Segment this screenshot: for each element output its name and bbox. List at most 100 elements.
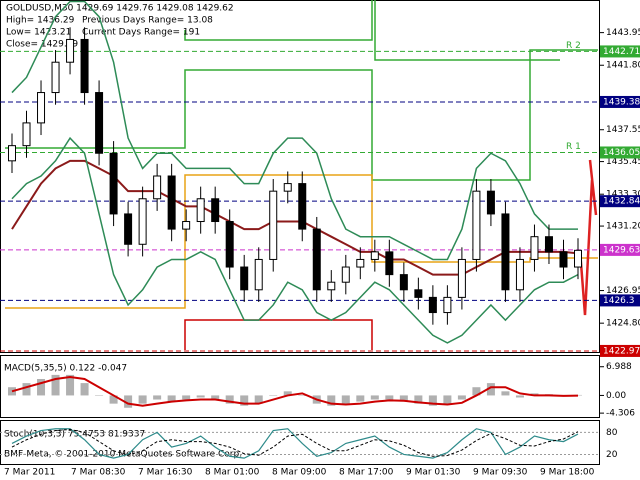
- candle-body: [327, 281, 336, 291]
- y-tick-label: 1426.95: [606, 286, 640, 296]
- macd-bar: [124, 395, 133, 408]
- macd-bar: [356, 395, 365, 402]
- macd-bar: [515, 395, 524, 398]
- price-tag-label: 1436.05: [603, 148, 640, 158]
- info-line: Current Days Range= 191: [82, 28, 200, 38]
- macd-bar: [153, 395, 162, 400]
- price-tag-label: 1442.71: [603, 47, 640, 57]
- macd-bar: [167, 395, 176, 402]
- candle-body: [457, 258, 466, 298]
- x-tick-label: 8 Mar 17:00: [339, 468, 394, 478]
- candle-body: [312, 228, 321, 291]
- x-tick-label: 7 Mar 2011: [4, 468, 55, 478]
- macd-pane: [0, 355, 600, 418]
- macd-bar: [182, 395, 191, 400]
- candle-body: [370, 251, 379, 260]
- macd-bar: [501, 391, 510, 396]
- indicator-line: [11, 159, 579, 276]
- stoch-main: [11, 428, 579, 459]
- y-tick-label: 0.00: [606, 391, 626, 401]
- candle-body: [196, 198, 205, 223]
- stoch-label: Stoch(10,3,3) 75.4753 81.9337: [4, 430, 145, 440]
- price-tag-label: 1422.97: [603, 346, 640, 356]
- candle-body: [124, 213, 133, 245]
- info-line: GOLDUSD,M30 1429.69 1429.76 1429.08 1429…: [6, 4, 234, 14]
- price-tag-label: 1439.38: [603, 97, 640, 107]
- macd-bar: [80, 383, 89, 396]
- info-block: GOLDUSD,M30 1429.69 1429.76 1429.08 1429…: [6, 4, 234, 50]
- price-tag: [600, 146, 640, 159]
- macd-bar: [196, 395, 205, 398]
- x-tick-label: 7 Mar 08:30: [71, 468, 126, 478]
- candle-body: [530, 236, 539, 260]
- resistance-steps-3: [184, 0, 373, 41]
- candle-body: [240, 266, 249, 291]
- macd-bar: [240, 395, 249, 406]
- macd-bar: [283, 391, 292, 396]
- x-tick-label: 8 Mar 01:00: [205, 468, 260, 478]
- level-label: R 1: [566, 142, 581, 152]
- pivot-steps: [5, 174, 598, 309]
- x-tick-label: 9 Mar 09:30: [473, 468, 528, 478]
- candle-body: [544, 236, 553, 253]
- candle-body: [37, 92, 46, 124]
- candle-body: [443, 296, 452, 314]
- macd-bar: [385, 395, 394, 400]
- candle-body: [138, 198, 147, 245]
- x-tick-label: 7 Mar 16:30: [138, 468, 193, 478]
- price-tag: [600, 195, 640, 208]
- price-tag: [600, 243, 640, 256]
- macd-bar: [574, 394, 582, 396]
- macd-bar: [443, 395, 452, 404]
- resistance-steps-2: [374, 0, 560, 61]
- y-tick-label: 20: [606, 450, 618, 460]
- y-tick-label: 1424.80: [606, 319, 640, 329]
- y-tick-label: 1441.80: [606, 61, 640, 71]
- stoch-pane: [0, 420, 600, 465]
- price-tag-label: 1432.84: [603, 197, 640, 207]
- main-pane: [0, 0, 600, 353]
- macd-bar: [269, 395, 278, 396]
- macd-bar: [428, 395, 437, 406]
- candle-body: [269, 190, 278, 260]
- y-tick-label: 1431.20: [606, 222, 640, 232]
- candle-body: [515, 258, 524, 291]
- candle-body: [501, 213, 510, 291]
- y-tick-label: 1437.55: [606, 125, 640, 135]
- candle-body: [399, 274, 408, 291]
- candle-body: [414, 289, 423, 298]
- candle-body: [66, 38, 75, 63]
- resistance-steps: [5, 49, 598, 181]
- macd-bar: [486, 383, 495, 396]
- y-tick-label: 80: [606, 428, 618, 438]
- info-line: Low= 1423.21: [6, 28, 71, 38]
- stoch-signal: [11, 428, 579, 457]
- macd-bar: [22, 383, 31, 396]
- macd-bar: [370, 395, 379, 400]
- x-tick-label: 9 Mar 01:30: [406, 468, 461, 478]
- candle-body: [341, 266, 350, 283]
- support-steps: [184, 319, 373, 350]
- y-tick-label: 6.988: [606, 362, 632, 372]
- candle-body: [109, 152, 118, 215]
- macd-bar: [66, 374, 75, 396]
- candle-body: [51, 61, 60, 94]
- macd-bar: [37, 379, 46, 396]
- candle-body: [283, 183, 292, 192]
- candle-body: [486, 190, 495, 215]
- candle-body: [211, 198, 220, 223]
- macd-bar: [254, 395, 263, 404]
- macd-bar: [457, 395, 466, 400]
- y-tick-label: -4.306: [606, 409, 635, 419]
- y-tick-label: 1435.45: [606, 157, 640, 167]
- x-tick-label: 8 Mar 09:00: [272, 468, 327, 478]
- macd-bar: [211, 395, 220, 400]
- info-line: Previous Days Range= 13.08: [82, 16, 213, 26]
- copyright: BMF-Meta, © 2001-2010 MetaQuotes Softwar…: [4, 450, 242, 460]
- macd-bar: [95, 395, 104, 396]
- price-tag-label: 1429.63: [603, 245, 640, 255]
- macd-bar: [399, 395, 408, 402]
- candle-body: [356, 258, 365, 268]
- macd-bar: [51, 374, 60, 396]
